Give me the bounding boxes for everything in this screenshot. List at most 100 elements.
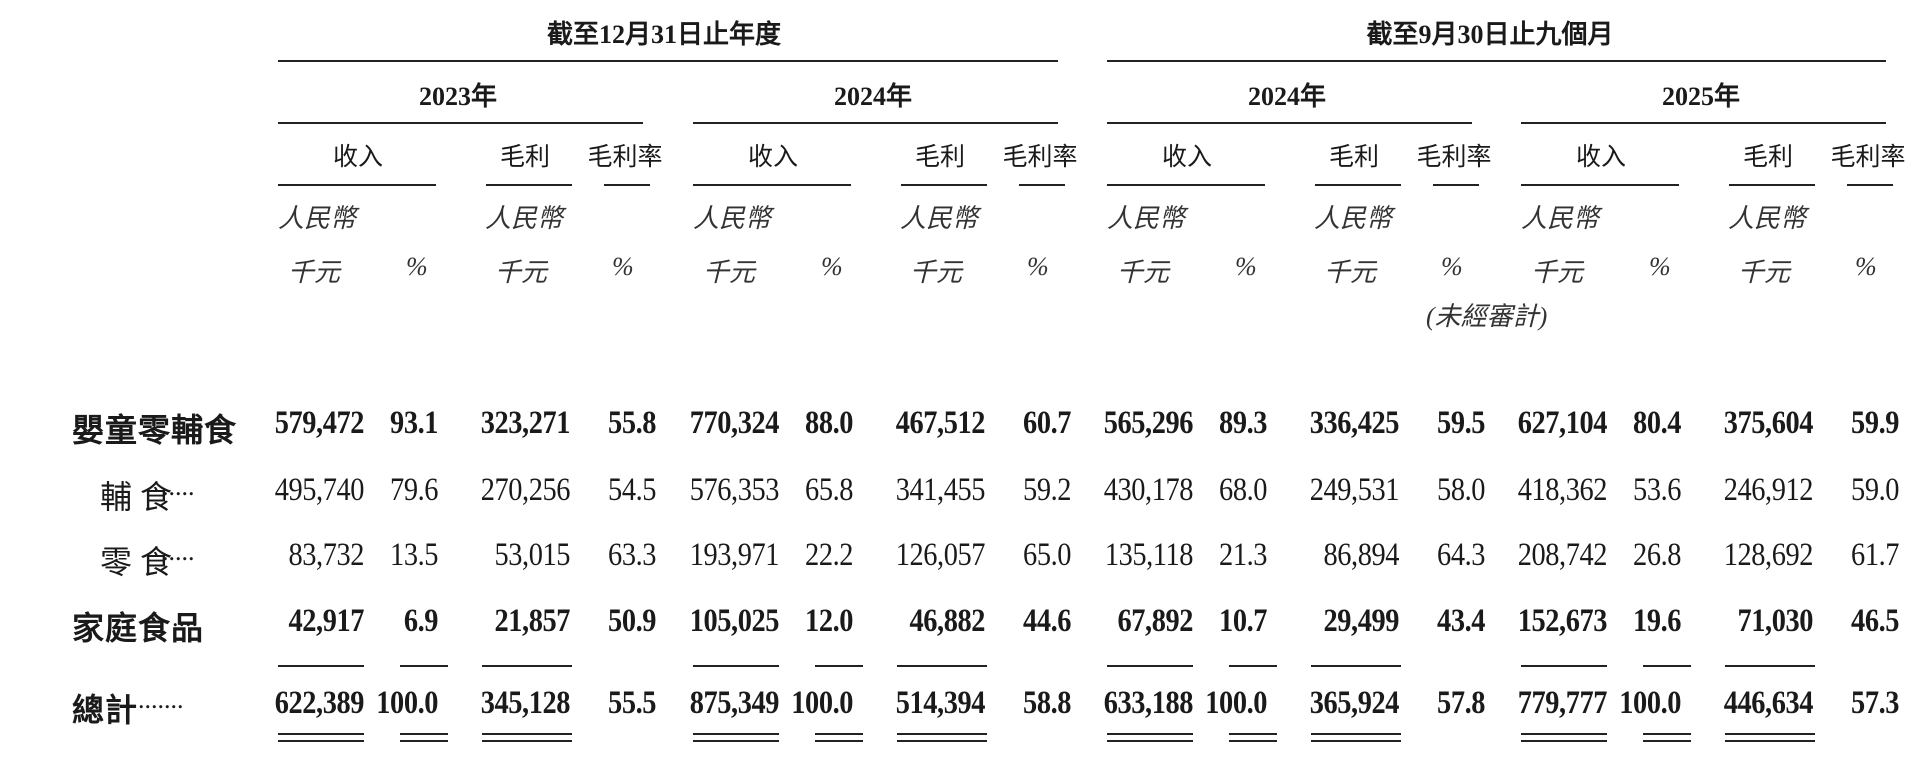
- table-cell: 249,531: [1309, 472, 1400, 508]
- unit-thousand: 千元: [495, 258, 548, 287]
- table-cell: 64.3: [1437, 537, 1485, 573]
- table-cell: 80.4: [1633, 405, 1681, 441]
- total-double-underline-bottom: [1107, 740, 1193, 742]
- year-underline: [1521, 122, 1886, 124]
- col-header-margin: 毛利率: [1830, 144, 1906, 171]
- unit-rmb: 人民幣: [1521, 204, 1600, 233]
- table-cell: 55.5: [608, 685, 656, 721]
- total-double-underline-bottom: [897, 740, 987, 742]
- table-cell: 430,178: [1103, 472, 1194, 508]
- table-cell: 50.9: [608, 603, 656, 639]
- gross-profit-underline: [1729, 184, 1815, 186]
- unit-thousand: 千元: [1531, 258, 1584, 287]
- total-double-underline-top: [693, 733, 779, 735]
- table-cell: 345,128: [480, 685, 571, 721]
- table-cell: 193,971: [689, 537, 780, 573]
- period-underline-nine-months: [1107, 60, 1886, 62]
- table-cell: 100.0: [791, 685, 853, 721]
- subtotal-underline: [1229, 665, 1277, 667]
- table-cell: 58.0: [1437, 472, 1485, 508]
- table-cell: 43.4: [1437, 603, 1485, 639]
- total-double-underline-bottom: [1521, 740, 1607, 742]
- table-cell: 93.1: [390, 405, 438, 441]
- table-cell: 67,892: [1117, 603, 1194, 639]
- table-cell: 79.6: [390, 472, 438, 508]
- subtotal-underline: [1725, 665, 1815, 667]
- unit-thousand: 千元: [1324, 258, 1377, 287]
- total-double-underline-top: [1107, 733, 1193, 735]
- subtotal-underline: [278, 665, 364, 667]
- revenue-underline: [278, 184, 436, 186]
- col-header-gross-profit: 毛利: [499, 144, 551, 171]
- unit-percent: %: [406, 252, 428, 281]
- year-header: 2025年: [1661, 82, 1741, 111]
- total-double-underline-top: [815, 733, 863, 735]
- table-cell: 68.0: [1219, 472, 1267, 508]
- table-cell: 6.9: [403, 603, 439, 639]
- table-cell: 19.6: [1633, 603, 1681, 639]
- period-header-annual: 截至12月31日止年度: [546, 20, 782, 49]
- table-cell: 59.5: [1437, 405, 1485, 441]
- table-cell: 246,912: [1723, 472, 1814, 508]
- table-cell: 514,394: [895, 685, 986, 721]
- col-header-margin: 毛利率: [1002, 144, 1078, 171]
- total-double-underline-bottom: [693, 740, 779, 742]
- table-cell: 22.2: [805, 537, 853, 573]
- total-double-underline-top: [400, 733, 448, 735]
- unit-rmb: 人民幣: [278, 204, 357, 233]
- subtotal-underline: [482, 665, 572, 667]
- table-cell: 579,472: [274, 405, 365, 441]
- table-cell: 341,455: [895, 472, 986, 508]
- table-cell: 63.3: [608, 537, 656, 573]
- table-cell: 57.8: [1437, 685, 1485, 721]
- table-cell: 89.3: [1219, 405, 1267, 441]
- table-cell: 65.8: [805, 472, 853, 508]
- row-label: 總計: [72, 692, 139, 728]
- table-cell: 105,025: [689, 603, 780, 639]
- table-cell: 60.7: [1023, 405, 1071, 441]
- subtotal-underline: [1521, 665, 1607, 667]
- col-header-gross-profit: 毛利: [1328, 144, 1380, 171]
- year-header: 2024年: [1247, 82, 1327, 111]
- subtotal-underline: [815, 665, 863, 667]
- unit-rmb: 人民幣: [1107, 204, 1186, 233]
- table-cell: 627,104: [1517, 405, 1608, 441]
- unit-percent: %: [1441, 252, 1463, 281]
- table-cell: 622,389: [274, 685, 365, 721]
- total-double-underline-top: [1229, 733, 1277, 735]
- table-cell: 86,894: [1323, 537, 1400, 573]
- total-double-underline-bottom: [1311, 740, 1401, 742]
- table-cell: 46.5: [1851, 603, 1899, 639]
- year-header: 2024年: [833, 82, 913, 111]
- table-cell: 57.3: [1851, 685, 1899, 721]
- total-double-underline-top: [482, 733, 572, 735]
- revenue-underline: [1107, 184, 1265, 186]
- unaudited-note: (未經審計): [1426, 302, 1548, 331]
- gross-profit-underline: [486, 184, 572, 186]
- subtotal-underline: [1311, 665, 1401, 667]
- table-cell: 770,324: [689, 405, 780, 441]
- table-cell: 323,271: [480, 405, 571, 441]
- revenue-underline: [693, 184, 851, 186]
- table-cell: 65.0: [1023, 537, 1071, 573]
- margin-underline: [604, 184, 650, 186]
- table-cell: 126,057: [895, 537, 986, 573]
- row-label: 零食: [100, 544, 181, 580]
- total-double-underline-top: [1643, 733, 1691, 735]
- table-cell: 61.7: [1851, 537, 1899, 573]
- total-double-underline-top: [1725, 733, 1815, 735]
- table-cell: 152,673: [1517, 603, 1608, 639]
- unit-thousand: 千元: [703, 258, 756, 287]
- table-cell: 58.8: [1023, 685, 1071, 721]
- table-cell: 12.0: [805, 603, 853, 639]
- table-cell: 59.0: [1851, 472, 1899, 508]
- period-header-nine-months: 截至9月30日止九個月: [1366, 20, 1614, 49]
- row-leader-dots: .....: [162, 537, 195, 566]
- unit-percent: %: [1027, 252, 1049, 281]
- total-double-underline-bottom: [815, 740, 863, 742]
- table-cell: 29,499: [1323, 603, 1400, 639]
- subtotal-underline: [1643, 665, 1691, 667]
- unit-thousand: 千元: [1738, 258, 1791, 287]
- table-cell: 42,917: [288, 603, 365, 639]
- unit-thousand: 千元: [288, 258, 341, 287]
